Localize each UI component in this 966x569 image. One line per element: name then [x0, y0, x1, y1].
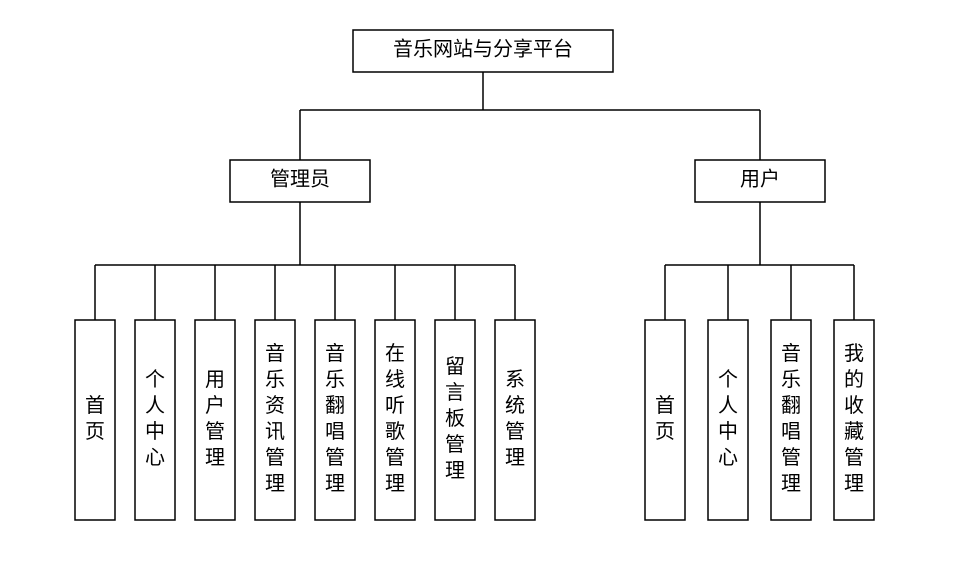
node-user-label: 用户: [740, 168, 780, 191]
leaf-label: 留言板管理: [445, 355, 465, 482]
root-label: 音乐网站与分享平台: [393, 38, 573, 61]
node-admin-label: 管理员: [270, 168, 330, 191]
hierarchy-diagram: 音乐网站与分享平台管理员首页个人中心用户管理音乐资讯管理音乐翻唱管理在线听歌管理…: [0, 0, 966, 569]
